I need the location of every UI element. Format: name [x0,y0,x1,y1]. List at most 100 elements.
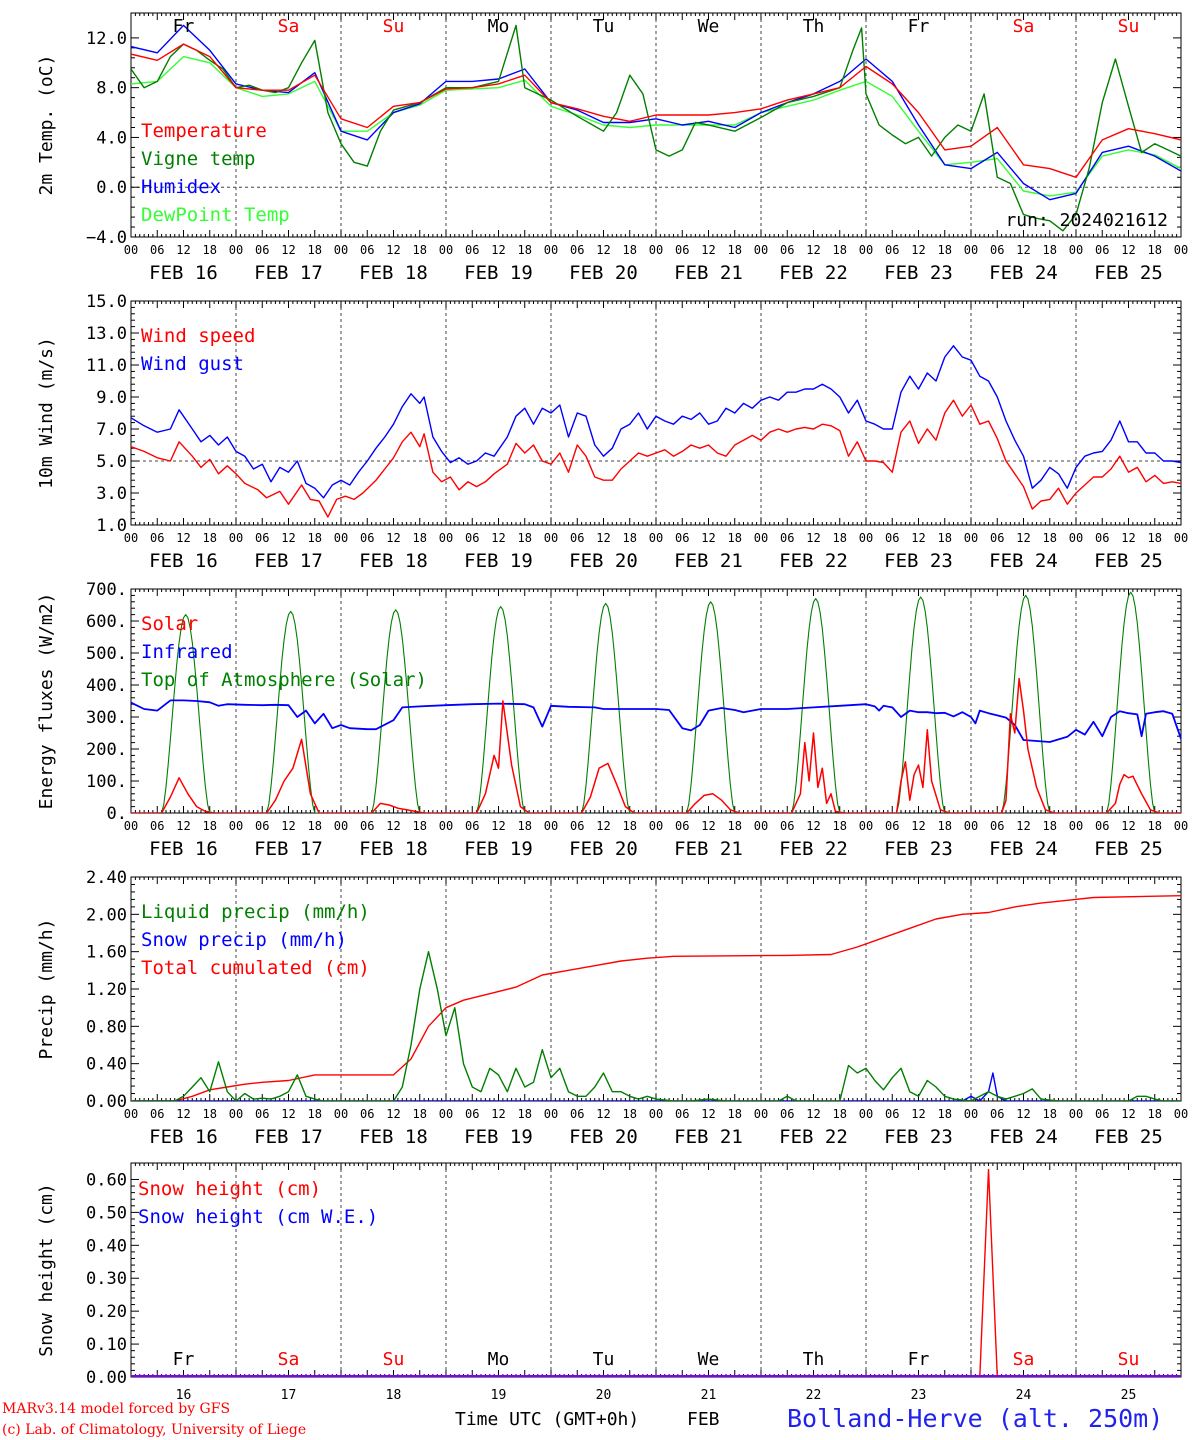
date-label: FEB 24 [989,838,1058,860]
y-tick-label: 0.20 [86,1302,127,1322]
hour-label: 12 [806,531,820,545]
hour-label: 18 [518,819,532,833]
y-axis-title: 10m Wind (m/s) [36,337,57,489]
top-of-atmosphere-solar-line [551,602,656,813]
date-label: FEB 23 [884,550,953,572]
date-label: FEB 18 [359,1126,428,1148]
hour-label: 00 [964,1107,978,1121]
hour-label: 18 [1043,531,1057,545]
hour-label: 18 [1043,819,1057,833]
station-title: Bolland-Herve (alt. 250m) [787,1404,1163,1433]
plot-frame [130,588,1182,814]
day-number-label: 25 [1121,1388,1137,1403]
hour-label: 00 [859,531,873,545]
hour-label: 00 [859,819,873,833]
hour-label: 00 [544,243,558,257]
day-number-label: 18 [386,1388,402,1403]
plot-area [131,24,1181,232]
hour-label: 00 [1069,819,1083,833]
y-tick-label: 5.0 [96,452,127,472]
date-label: FEB 21 [674,262,743,284]
hour-label: 00 [334,243,348,257]
hour-label: 12 [281,1107,295,1121]
hour-label: 12 [491,819,505,833]
hour-label: 18 [308,1107,322,1121]
hour-label: 06 [885,1107,899,1121]
hour-label: 12 [386,531,400,545]
hour-label: 06 [150,243,164,257]
day-number-label: 17 [281,1388,297,1403]
hour-label: 18 [623,819,637,833]
hour-label: 12 [806,243,820,257]
top-of-atmosphere-solar-line [131,614,236,813]
hour-label: 18 [518,1107,532,1121]
top-of-atmosphere-solar-line [236,610,341,813]
hour-label: 00 [334,819,348,833]
hour-label: 00 [439,531,453,545]
hour-label: 12 [701,531,715,545]
weekday-label: Su [1118,1349,1140,1370]
hour-label: 06 [1095,243,1109,257]
hour-label: 06 [675,819,689,833]
hour-label: 18 [1043,1107,1057,1121]
hour-label: 06 [570,243,584,257]
y-tick-label: 2.00 [86,905,127,925]
date-label: FEB 16 [149,262,218,284]
weekday-label: Th [803,16,825,37]
weekday-label: Th [803,1349,825,1370]
date-label: FEB 24 [989,550,1058,572]
y-tick-label: 700. [86,580,127,600]
lab-credit: (c) Lab. of Climatology, University of L… [2,1422,306,1438]
date-label: FEB 20 [569,262,638,284]
hour-label: 06 [255,243,269,257]
legend-entry: Humidex [141,176,221,198]
hour-label: 06 [570,531,584,545]
hour-label: 12 [806,819,820,833]
hour-label: 06 [255,1107,269,1121]
hour-label: 00 [124,243,138,257]
y-tick-label: 0.80 [86,1017,127,1037]
legend-entry: Temperature [141,120,267,142]
hour-label: 18 [1148,819,1162,833]
hour-label: 06 [360,819,374,833]
day-number-label: 16 [176,1388,192,1403]
legend-entry: Wind gust [141,353,244,375]
y-axis-title: Snow height (cm) [36,1183,57,1356]
hour-label: 18 [623,1107,637,1121]
hour-label: 06 [675,1107,689,1121]
hour-label: 12 [281,531,295,545]
hour-label: 12 [386,243,400,257]
hour-label: 00 [334,1107,348,1121]
hour-label: 06 [675,243,689,257]
y-tick-label: 0.60 [86,1170,127,1190]
legend-entry: Liquid precip (mm/h) [141,901,370,923]
hour-label: 06 [990,531,1004,545]
hour-label: 12 [281,243,295,257]
hour-label: 00 [1174,1107,1188,1121]
hour-label: 12 [1121,1107,1135,1121]
hour-label: 00 [649,243,663,257]
hour-label: 12 [1121,531,1135,545]
legend-entry: Solar [141,613,198,635]
weekday-label: Sa [1013,16,1035,37]
date-label: FEB 19 [464,262,533,284]
date-label: FEB 16 [149,838,218,860]
day-number-label: 19 [491,1388,507,1403]
weekday-label: Tu [593,1349,615,1370]
hour-label: 18 [623,243,637,257]
date-label: FEB 18 [359,262,428,284]
hour-label: 12 [911,1107,925,1121]
legend-entry: Top of Atmosphere (Solar) [141,669,427,691]
hour-label: 18 [518,243,532,257]
date-label: FEB 21 [674,550,743,572]
wind-speed-line [131,399,1181,518]
plot-frame [130,300,1182,526]
top-of-atmosphere-solar-line [656,601,761,813]
hour-label: 00 [124,531,138,545]
hour-label: 00 [649,819,663,833]
hour-label: 18 [1043,243,1057,257]
hour-label: 18 [938,243,952,257]
day-number-label: 20 [596,1388,612,1403]
hour-label: 12 [911,819,925,833]
y-tick-label: 15.0 [86,292,127,312]
